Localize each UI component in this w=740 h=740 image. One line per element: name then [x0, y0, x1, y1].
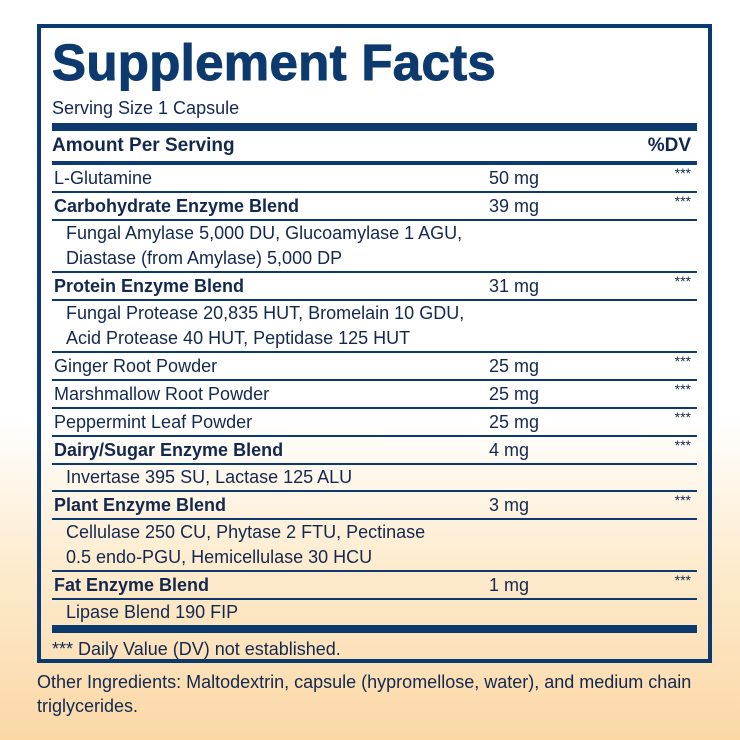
blend-components: Lipase Blend 190 FIP — [52, 600, 697, 625]
ingredient-amount: 50 mg — [489, 168, 540, 188]
table-row: Plant Enzyme Blend 3 mg *** — [52, 492, 697, 520]
blend-components: Invertase 395 SU, Lactase 125 ALU — [52, 465, 697, 492]
table-row: L-Glutamine 50 mg *** — [52, 165, 697, 193]
ingredient-name: Peppermint Leaf Powder — [54, 412, 253, 432]
other-ingredients: Other Ingredients: Maltodextrin, capsule… — [37, 672, 692, 716]
table-header: Amount Per Serving %DV — [52, 131, 697, 161]
blend-component-line: Diastase (from Amylase) 5,000 DP — [66, 248, 343, 268]
ingredient-amount: 25 mg — [489, 356, 540, 376]
ingredient-name: Carbohydrate Enzyme Blend — [54, 196, 300, 216]
ingredient-dv: *** — [674, 165, 691, 181]
blend-component-line: Fungal Protease 20,835 HUT, Bromelain 10… — [66, 303, 465, 323]
ingredient-name: Dairy/Sugar Enzyme Blend — [54, 440, 284, 460]
page-title: Supplement Facts — [52, 34, 497, 91]
ingredient-amount: 1 mg — [489, 575, 530, 595]
ingredient-amount: 25 mg — [489, 412, 540, 432]
dv-header: %DV — [647, 135, 691, 156]
ingredient-dv: *** — [674, 437, 691, 453]
blend-component-line: Lipase Blend 190 FIP — [66, 602, 239, 622]
ingredient-amount: 39 mg — [489, 196, 540, 216]
ingredient-amount: 3 mg — [489, 495, 530, 515]
ingredient-name: L-Glutamine — [54, 168, 153, 188]
ingredient-amount: 25 mg — [489, 384, 540, 404]
ingredient-dv: *** — [674, 193, 691, 209]
ingredient-dv: *** — [674, 572, 691, 588]
ingredient-name: Fat Enzyme Blend — [54, 575, 210, 595]
table-row: Protein Enzyme Blend 31 mg *** — [52, 273, 697, 301]
divider-thick — [52, 625, 697, 633]
table-row: Fat Enzyme Blend 1 mg *** — [52, 572, 697, 600]
ingredient-dv: *** — [674, 492, 691, 508]
ingredient-name: Marshmallow Root Powder — [54, 384, 270, 404]
blend-component-line: Invertase 395 SU, Lactase 125 ALU — [66, 467, 353, 487]
footnote: *** Daily Value (DV) not established. — [52, 639, 341, 659]
blend-components: Cellulase 250 CU, Phytase 2 FTU, Pectina… — [52, 520, 697, 572]
ingredient-amount: 4 mg — [489, 440, 530, 460]
ingredient-dv: *** — [674, 409, 691, 425]
supplement-facts-panel: Supplement Facts Serving Size 1 Capsule … — [37, 24, 712, 663]
table-row: Marshmallow Root Powder 25 mg *** — [52, 381, 697, 409]
ingredient-dv: *** — [674, 353, 691, 369]
table-row: Dairy/Sugar Enzyme Blend 4 mg *** — [52, 437, 697, 465]
blend-component-line: Cellulase 250 CU, Phytase 2 FTU, Pectina… — [66, 522, 426, 542]
blend-component-line: 0.5 endo-PGU, Hemicellulase 30 HCU — [66, 547, 373, 567]
divider-thick — [52, 123, 697, 131]
ingredient-dv: *** — [674, 381, 691, 397]
ingredient-name: Protein Enzyme Blend — [54, 276, 245, 296]
blend-component-line: Acid Protease 40 HUT, Peptidase 125 HUT — [66, 328, 411, 348]
ingredient-table: L-Glutamine 50 mg *** Carbohydrate Enzyme B… — [52, 165, 697, 625]
table-row: Peppermint Leaf Powder 25 mg *** — [52, 409, 697, 437]
ingredient-dv: *** — [674, 273, 691, 289]
blend-component-line: Fungal Amylase 5,000 DU, Glucoamylase 1 … — [66, 223, 463, 243]
amount-header: Amount Per Serving — [52, 135, 235, 156]
divider-medium — [52, 161, 697, 165]
table-row: Carbohydrate Enzyme Blend 39 mg *** — [52, 193, 697, 221]
table-row: Ginger Root Powder 25 mg *** — [52, 353, 697, 381]
ingredient-amount: 31 mg — [489, 276, 540, 296]
blend-components: Fungal Protease 20,835 HUT, Bromelain 10… — [52, 301, 697, 353]
blend-components: Fungal Amylase 5,000 DU, Glucoamylase 1 … — [52, 221, 697, 273]
serving-size: Serving Size 1 Capsule — [52, 98, 240, 118]
ingredient-name: Plant Enzyme Blend — [54, 495, 227, 515]
ingredient-name: Ginger Root Powder — [54, 356, 218, 376]
